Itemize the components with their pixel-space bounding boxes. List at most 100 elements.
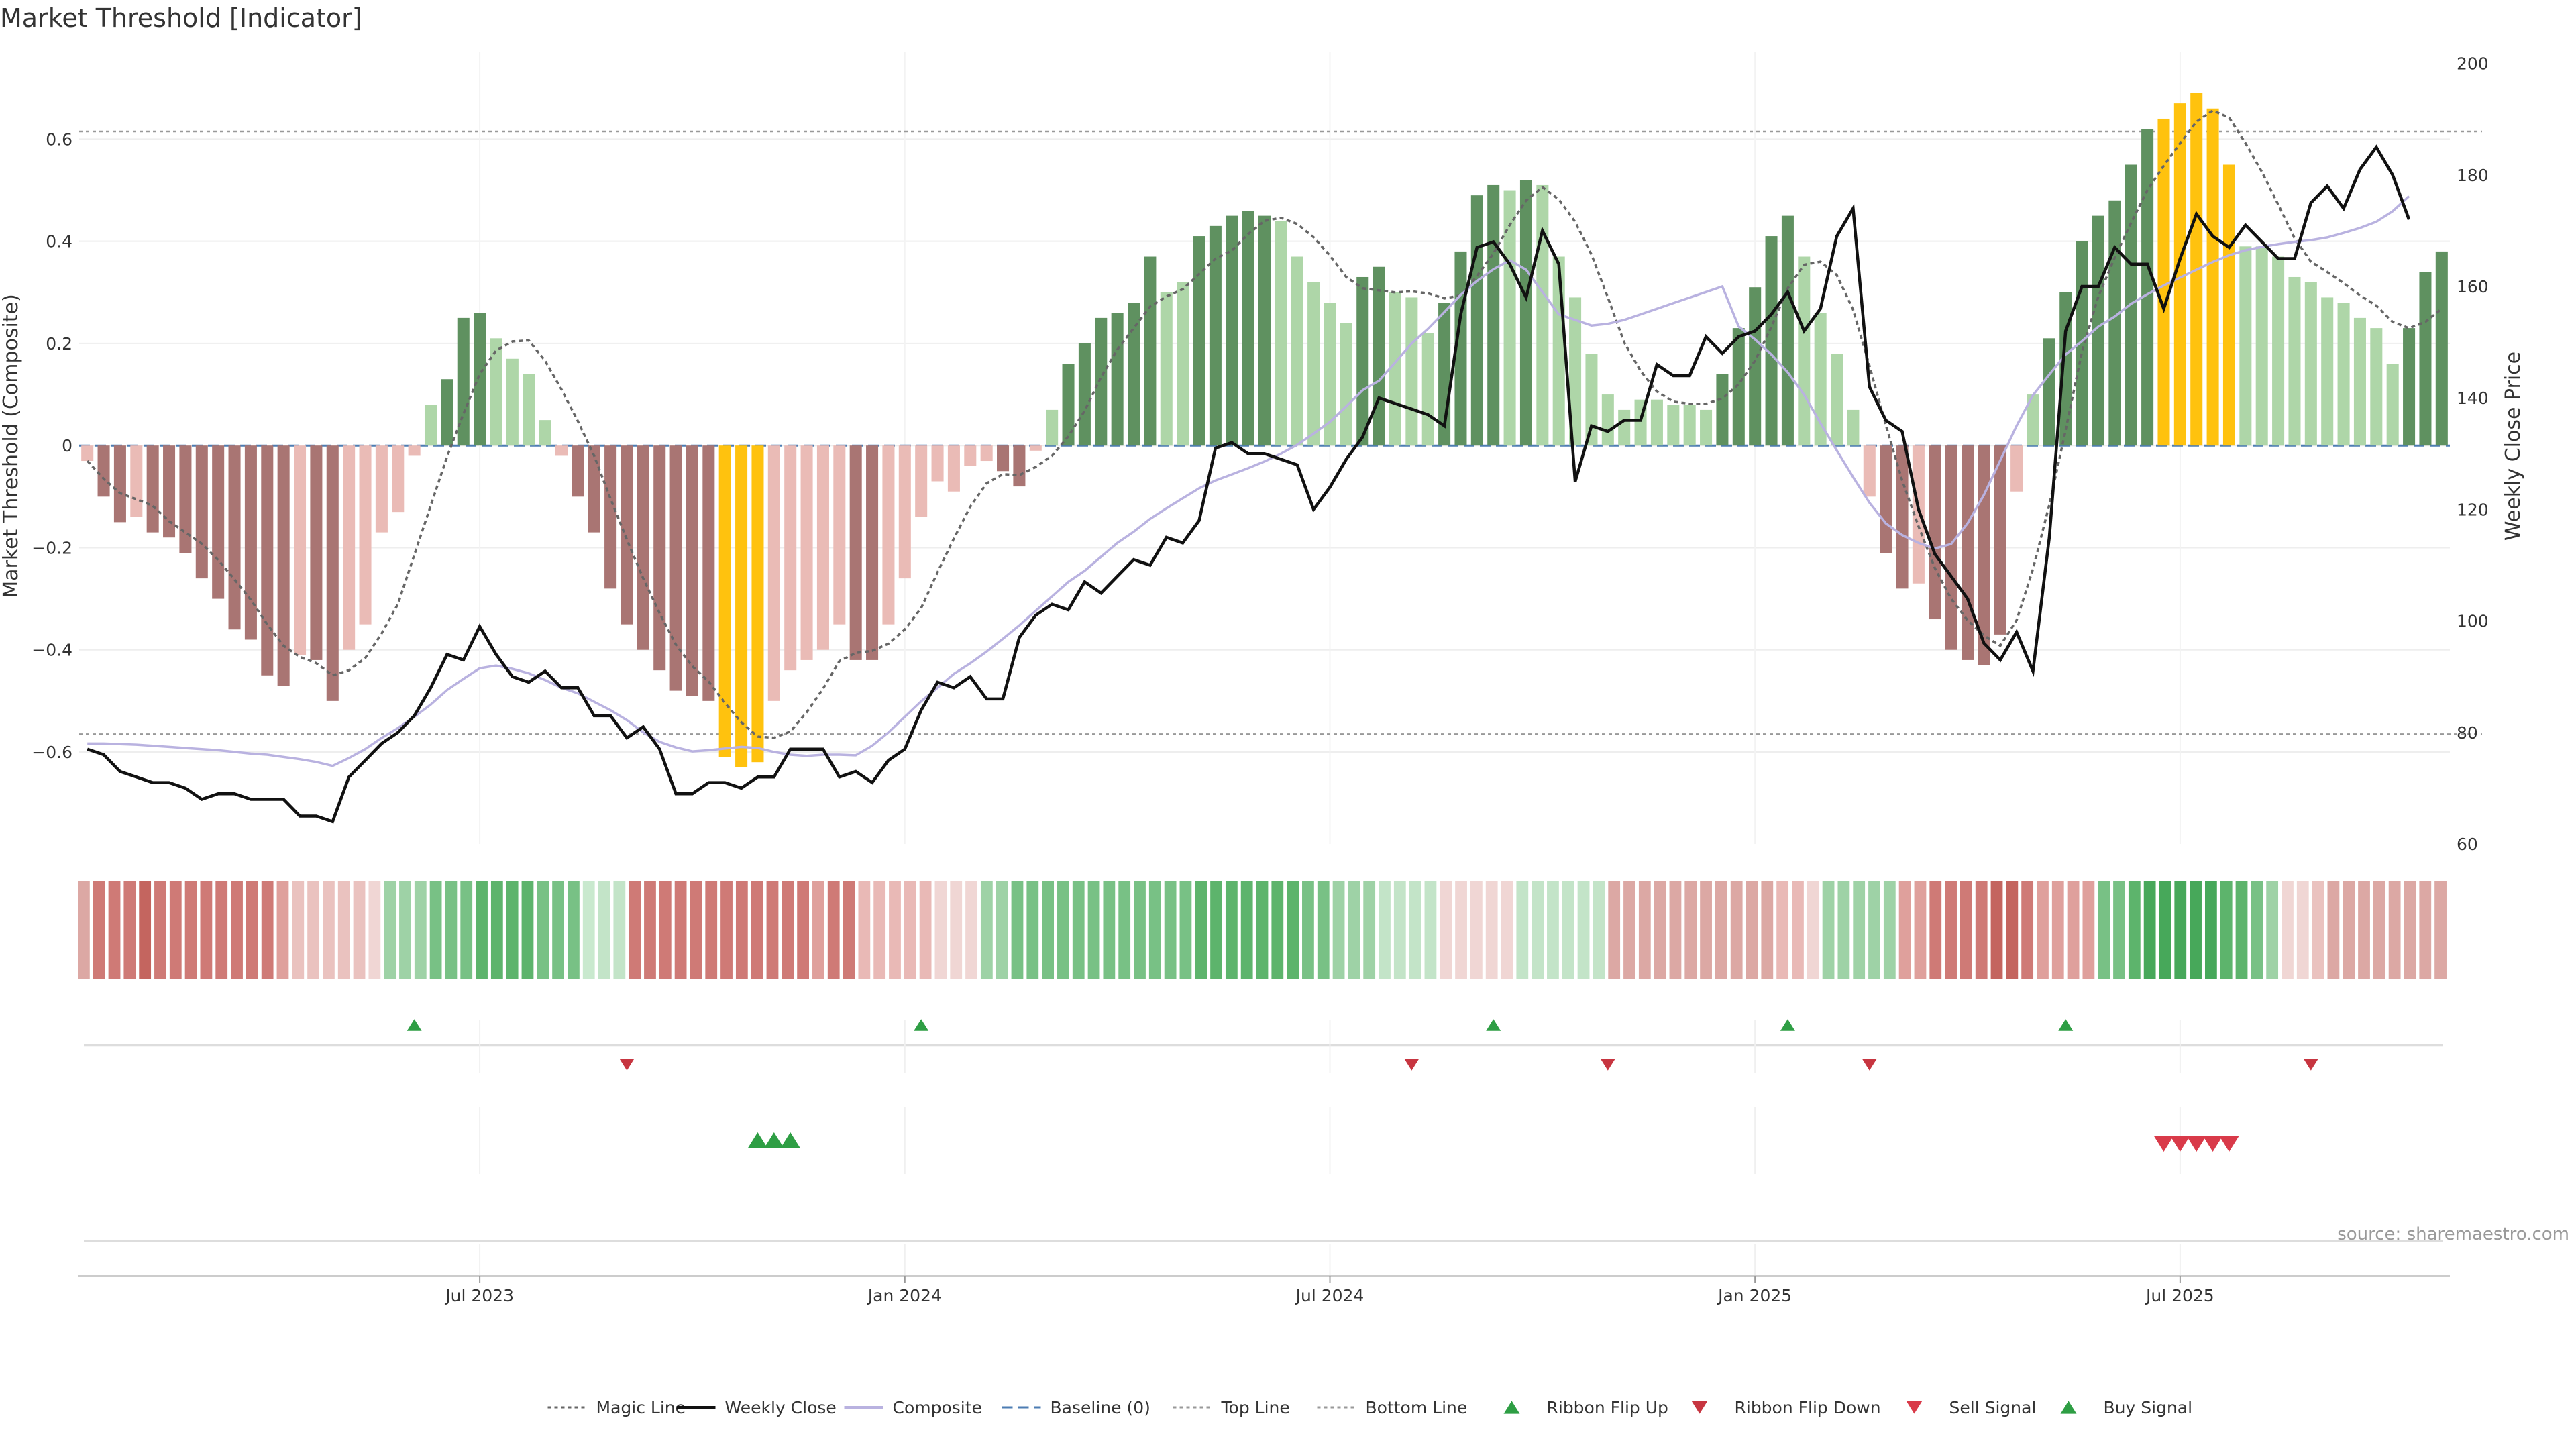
right-axis-label: Weekly Close Price	[2502, 352, 2525, 541]
ribbon-strip	[78, 881, 2447, 979]
composite-bar	[718, 445, 731, 757]
ribbon-cell	[568, 881, 580, 979]
composite-bar	[81, 445, 94, 462]
composite-bar	[1144, 256, 1157, 446]
ribbon-flip-down-marker	[2303, 1059, 2318, 1071]
composite-bar	[474, 313, 486, 446]
ribbon-cell	[2143, 881, 2156, 979]
ribbon-cell	[1317, 881, 1330, 979]
composite-bar	[1226, 215, 1238, 446]
ribbon-cell	[1822, 881, 1835, 979]
composite-bar	[1650, 399, 1663, 446]
composite-bar	[1732, 328, 1745, 446]
ribbon-cell	[1379, 881, 1391, 979]
legend-swatch	[1503, 1401, 1520, 1414]
composite-bar	[2272, 256, 2285, 446]
ribbon-cell	[965, 881, 977, 979]
right-tick-label: 140	[2457, 388, 2489, 408]
ribbon-cell	[889, 881, 901, 979]
legend-item: Top Line	[1173, 1398, 1290, 1417]
ribbon-cell	[2251, 881, 2263, 979]
ribbon-cell	[261, 881, 274, 979]
ribbon-cell	[1011, 881, 1024, 979]
ribbon-cell	[215, 881, 228, 979]
ribbon-cell	[476, 881, 488, 979]
ribbon-flip-up-marker	[914, 1019, 929, 1031]
ribbon-cell	[2312, 881, 2324, 979]
composite-bar	[2321, 297, 2334, 446]
ribbon-cell	[2082, 881, 2095, 979]
ribbon-cell	[429, 881, 442, 979]
ribbon-cell	[2190, 881, 2202, 979]
ribbon-cell	[2434, 881, 2447, 979]
composite-bar	[1503, 190, 1516, 446]
ribbon-cell	[1455, 881, 1467, 979]
ribbon-cell	[1593, 881, 1605, 979]
composite-bar	[1405, 297, 1418, 446]
composite-bar	[1912, 445, 1925, 584]
composite-bar	[228, 445, 241, 630]
ribbon-cell	[1975, 881, 1988, 979]
ribbon-cell	[231, 881, 243, 979]
composite-bar	[751, 445, 764, 763]
composite-bar	[1095, 317, 1108, 446]
ribbon-cell	[2282, 881, 2294, 979]
legend-swatch	[2060, 1401, 2077, 1414]
ribbon-cell	[950, 881, 963, 979]
ribbon-cell	[1730, 881, 1743, 979]
composite-bar	[195, 445, 208, 579]
composite-bar	[539, 420, 551, 446]
ribbon-cell	[1440, 881, 1452, 979]
ribbon-cell	[644, 881, 656, 979]
signal-panels	[78, 1019, 2450, 1277]
composite-bar	[1078, 343, 1091, 446]
ribbon-cell	[996, 881, 1008, 979]
composite-bar	[735, 445, 748, 767]
composite-bar	[849, 445, 862, 660]
composite-bar	[1373, 266, 1385, 446]
ribbon-cell	[1608, 881, 1621, 979]
legend-label: Sell Signal	[1949, 1398, 2037, 1417]
legend-label: Bottom Line	[1366, 1398, 1468, 1417]
composite-bar	[1945, 445, 1957, 650]
ribbon-cell	[307, 881, 319, 979]
composite-bar	[898, 445, 911, 579]
composite-bar	[1601, 394, 1614, 446]
ribbon-cell	[1148, 881, 1161, 979]
ribbon-cell	[1914, 881, 1927, 979]
ribbon-cell	[1945, 881, 1957, 979]
ribbon-cell	[246, 881, 258, 979]
ribbon-cell	[629, 881, 641, 979]
composite-bar	[1896, 445, 1909, 589]
chart-title: Market Threshold [Indicator]	[0, 3, 362, 33]
composite-bar	[980, 445, 993, 462]
composite-bar	[1177, 282, 1189, 446]
ribbon-cell	[537, 881, 549, 979]
composite-bar	[2304, 282, 2317, 446]
ribbon-cell	[2037, 881, 2049, 979]
ribbon-cell	[1240, 881, 1253, 979]
composite-bar	[457, 317, 470, 446]
ribbon-cell	[843, 881, 855, 979]
ribbon-cell	[490, 881, 503, 979]
ribbon-cell	[1424, 881, 1437, 979]
ribbon-cell	[1746, 881, 1758, 979]
composite-bar	[2157, 118, 2170, 446]
composite-bar	[146, 445, 159, 533]
ribbon-cell	[323, 881, 335, 979]
ribbon-cell	[1684, 881, 1697, 979]
series-lines	[86, 109, 2443, 824]
ribbon-cell	[2067, 881, 2080, 979]
ribbon-cell	[1287, 881, 1299, 979]
ribbon-cell	[690, 881, 702, 979]
left-tick-label: −0.6	[32, 743, 72, 762]
legend-label: Top Line	[1221, 1398, 1290, 1417]
legend-label: Ribbon Flip Down	[1735, 1398, 1881, 1417]
ribbon-cell	[1057, 881, 1069, 979]
composite-bar	[2353, 317, 2366, 446]
legend-label: Weekly Close	[725, 1398, 837, 1417]
composite-bar	[1356, 276, 1369, 446]
composite-bar	[1519, 180, 1532, 446]
ribbon-cell	[1225, 881, 1238, 979]
ribbon-cell	[1638, 881, 1651, 979]
